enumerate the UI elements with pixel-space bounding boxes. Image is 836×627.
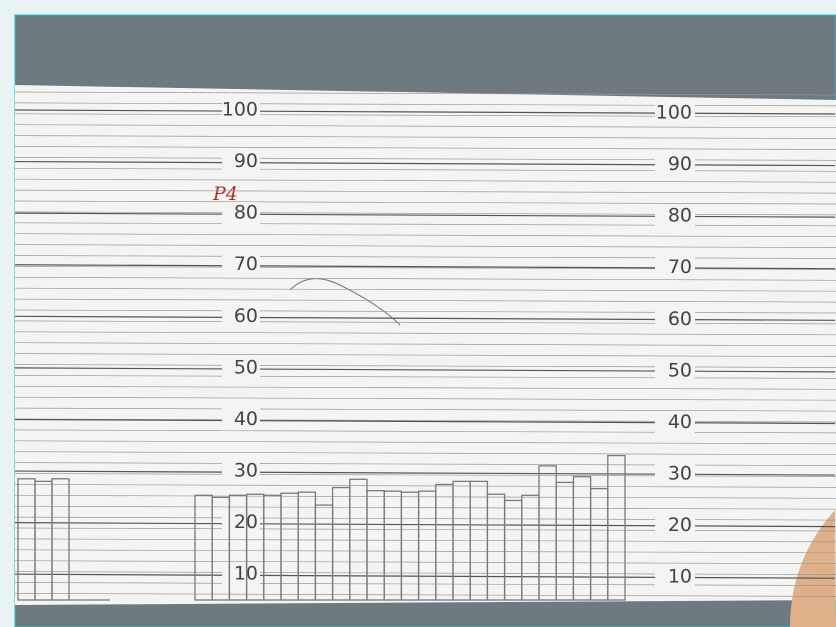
y-tick-label: 80: [234, 202, 258, 224]
y-tick-label: 90: [234, 150, 258, 172]
y2-tick-label: 70: [668, 256, 692, 278]
y2-tick-label: 40: [668, 411, 692, 433]
y-tick-label: 30: [234, 460, 258, 482]
y-tick-label: 10: [234, 563, 258, 585]
y2-tick-label: 50: [668, 359, 692, 381]
y-tick-label: 100: [222, 99, 258, 121]
y2-tick-label: 60: [668, 308, 692, 330]
y2-tick-label: 30: [668, 463, 692, 485]
y-tick-label: 20: [234, 511, 258, 533]
y-tick-label: 60: [234, 305, 258, 327]
y-tick-label: 70: [234, 253, 258, 275]
y-tick-label: 50: [234, 356, 258, 378]
y2-tick-label: 10: [668, 566, 692, 588]
photo-chart: P4 1009080706050403020101009080706050403…: [0, 0, 836, 627]
y-tick-label: 40: [234, 408, 258, 430]
y2-tick-label: 90: [668, 153, 692, 175]
y2-tick-label: 100: [656, 102, 692, 124]
y2-tick-label: 80: [668, 205, 692, 227]
y2-tick-label: 20: [668, 514, 692, 536]
